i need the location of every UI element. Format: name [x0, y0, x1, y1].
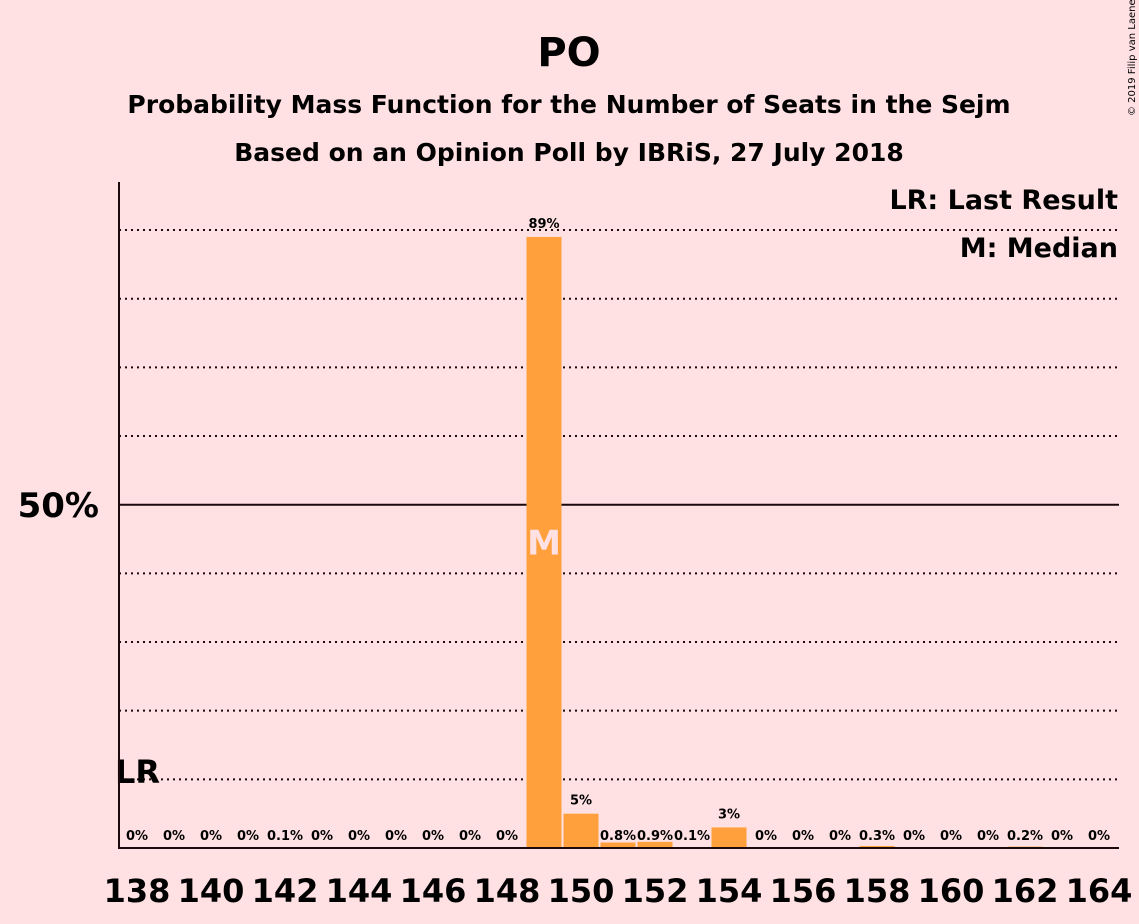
- data-label-151: 0.8%: [600, 829, 636, 844]
- data-label-139: 0%: [163, 829, 185, 844]
- data-label-153: 0.1%: [674, 829, 710, 844]
- data-label-144: 0%: [348, 829, 370, 844]
- gridlines: [119, 229, 1119, 781]
- x-tick-144: 144: [326, 872, 393, 910]
- data-label-158: 0.3%: [859, 829, 895, 844]
- data-label-149: 89%: [528, 217, 559, 232]
- data-label-161: 0%: [977, 829, 999, 844]
- legend-last-result: LR: Last Result: [889, 185, 1118, 216]
- data-label-147: 0%: [459, 829, 481, 844]
- x-tick-162: 162: [992, 872, 1059, 910]
- data-label-150: 5%: [570, 794, 592, 809]
- x-tick-150: 150: [548, 872, 615, 910]
- x-tick-148: 148: [474, 872, 541, 910]
- data-label-159: 0%: [903, 829, 925, 844]
- x-tick-164: 164: [1066, 872, 1133, 910]
- data-label-148: 0%: [496, 829, 518, 844]
- x-tick-146: 146: [400, 872, 467, 910]
- chart-subtitle-1: Probability Mass Function for the Number…: [127, 90, 1010, 119]
- bar-152: [637, 841, 673, 848]
- data-label-152: 0.9%: [637, 829, 673, 844]
- data-label-143: 0%: [311, 829, 333, 844]
- data-label-156: 0%: [792, 829, 814, 844]
- x-tick-140: 140: [178, 872, 245, 910]
- data-labels: 0% 0% 0% 0% 0.1% 0% 0% 0% 0% 0% 0%89%5%0.8% 0.9% 0.1…: [126, 217, 1110, 844]
- chart-title: PO: [537, 30, 600, 76]
- bar-149: [526, 236, 562, 848]
- x-tick-138: 138: [104, 872, 171, 910]
- data-label-162: 0.2%: [1007, 829, 1043, 844]
- x-tick-160: 160: [918, 872, 985, 910]
- bar-154: [711, 827, 747, 848]
- last-result-marker: LR: [115, 753, 160, 791]
- bars: M LR: [115, 236, 1043, 848]
- data-label-163: 0%: [1051, 829, 1073, 844]
- data-label-145: 0%: [385, 829, 407, 844]
- x-tick-142: 142: [252, 872, 319, 910]
- chart-subtitle-2: Based on an Opinion Poll by IBRiS, 27 Ju…: [234, 138, 904, 167]
- data-label-155: 0%: [755, 829, 777, 844]
- data-label-157: 0%: [829, 829, 851, 844]
- data-label-140: 0%: [200, 829, 222, 844]
- x-tick-labels: 138 140 142 144 146 148 150 152 154 156 158 160 162 1…: [104, 872, 1133, 910]
- x-tick-156: 156: [770, 872, 837, 910]
- y-tick-50: 50%: [18, 486, 99, 526]
- x-tick-154: 154: [696, 872, 763, 910]
- bar-150: [563, 813, 599, 848]
- median-marker: M: [527, 523, 561, 563]
- data-label-164: 0%: [1088, 829, 1110, 844]
- x-tick-152: 152: [622, 872, 689, 910]
- legend-median: M: Median: [960, 233, 1118, 264]
- bar-158: [859, 845, 895, 848]
- data-label-146: 0%: [422, 829, 444, 844]
- bar-151: [600, 842, 636, 848]
- x-tick-158: 158: [844, 872, 911, 910]
- data-label-141: 0%: [237, 829, 259, 844]
- data-label-160: 0%: [940, 829, 962, 844]
- copyright-credit: © 2019 Filip van Laenen: [1127, 0, 1138, 116]
- data-label-138: 0%: [126, 829, 148, 844]
- data-label-142: 0.1%: [267, 829, 303, 844]
- data-label-154: 3%: [718, 807, 740, 822]
